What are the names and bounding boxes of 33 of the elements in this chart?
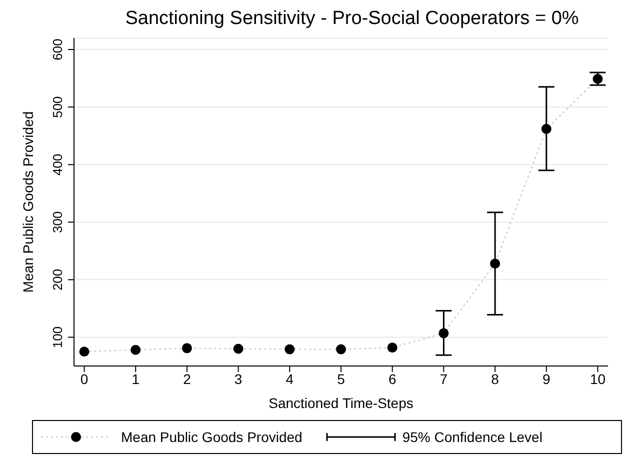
x-tick-label: 5: [337, 370, 346, 387]
point: [336, 344, 346, 354]
point: [541, 124, 552, 134]
x-tick-label: 10: [590, 370, 606, 387]
x-tick-label: 7: [440, 370, 448, 387]
x-tick-label: 1: [132, 370, 140, 387]
x-tick-label: 4: [286, 370, 294, 387]
x-tick-label: 3: [234, 370, 242, 387]
point: [130, 344, 141, 355]
y-tick-label: 300: [50, 211, 65, 233]
y-tick-label: 400: [50, 154, 65, 176]
text: Mean Public Goods Provided: [121, 429, 302, 445]
x-tick-label: 0: [80, 370, 88, 387]
y-tick-label: 500: [50, 96, 65, 118]
x-tick-label: 9: [542, 370, 550, 387]
y-tick-label: 600: [50, 38, 65, 60]
point: [490, 258, 500, 269]
x-tick-label: 2: [183, 370, 192, 387]
point: [182, 343, 192, 354]
y-axis-title: Mean Public Goods Provided: [20, 111, 36, 293]
y-tick-label: 100: [50, 326, 65, 348]
x-tick-label: 6: [388, 370, 396, 387]
x-tick-label: 8: [491, 370, 500, 387]
point: [592, 74, 603, 84]
point: [438, 328, 449, 338]
x-axis-title: Sanctioned Time-Steps: [268, 395, 414, 411]
y-tick-label: 200: [50, 268, 65, 291]
point: [387, 342, 398, 353]
point: [233, 344, 244, 354]
point: [284, 344, 295, 354]
point: [79, 346, 90, 357]
text: 95% Confidence Level: [402, 429, 542, 445]
chart-title: Sanctioning Sensitivity - Pro-Social Cooperators = 0%: [124, 8, 580, 30]
